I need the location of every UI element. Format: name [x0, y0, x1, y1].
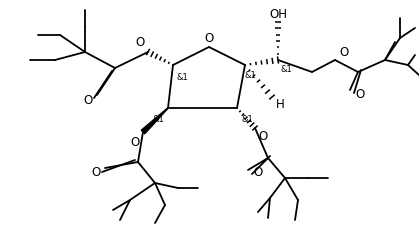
Text: O: O	[135, 37, 145, 49]
Text: &1: &1	[152, 116, 164, 124]
Text: O: O	[259, 130, 268, 144]
Text: O: O	[355, 89, 365, 102]
Text: O: O	[204, 31, 214, 45]
Text: &1: &1	[241, 116, 253, 124]
Text: O: O	[339, 45, 349, 58]
Text: O: O	[130, 136, 140, 148]
Polygon shape	[141, 108, 168, 134]
Text: O: O	[83, 93, 93, 106]
Text: OH: OH	[269, 7, 287, 21]
Text: H: H	[276, 99, 285, 112]
Text: O: O	[91, 165, 101, 178]
Text: &1: &1	[280, 65, 292, 75]
Text: &1: &1	[244, 72, 256, 80]
Text: &1: &1	[176, 72, 188, 82]
Text: O: O	[253, 165, 263, 178]
